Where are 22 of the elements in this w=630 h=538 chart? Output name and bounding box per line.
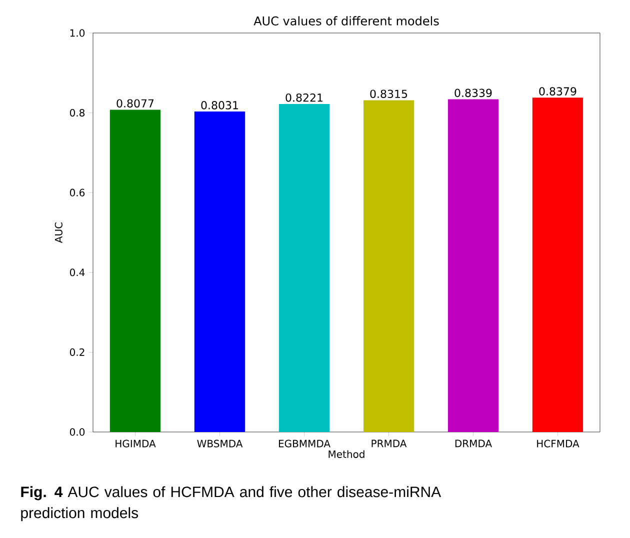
y-tick-label: 1.0 xyxy=(70,29,85,37)
x-tick-label: PRMDA xyxy=(372,440,407,448)
y-tick-label: 0.4 xyxy=(70,268,85,276)
x-tick-label: WBSMDA xyxy=(197,440,243,448)
data-label: 0.8339 xyxy=(454,88,492,98)
data-label: 0.8379 xyxy=(539,87,576,96)
data-label: 0.8031 xyxy=(201,101,238,110)
y-tick-label: 0.8 xyxy=(70,109,85,117)
x-axis-title: Method xyxy=(328,450,364,458)
x-tick-label: HCFMDA xyxy=(537,440,580,448)
data-label: 0.8221 xyxy=(286,93,322,102)
y-tick-label: 0.6 xyxy=(70,188,85,196)
data-label: 0.8315 xyxy=(370,90,408,98)
data-label: 0.8077 xyxy=(116,99,154,108)
y-tick-label: 0.0 xyxy=(70,428,85,436)
chart-title: AUC values of different models xyxy=(254,16,439,26)
y-tick-label: 0.2 xyxy=(70,348,84,356)
text: Fig. 4 AUC values of HCFMDA and five other disease-miRNA prediction models xyxy=(21,486,442,522)
y-axis-title: AUC xyxy=(54,222,62,243)
x-tick-label: HGIMDA xyxy=(116,440,156,448)
x-tick-label: DRMDA xyxy=(455,440,492,448)
x-tick-label: EGBMMDA xyxy=(278,440,330,448)
